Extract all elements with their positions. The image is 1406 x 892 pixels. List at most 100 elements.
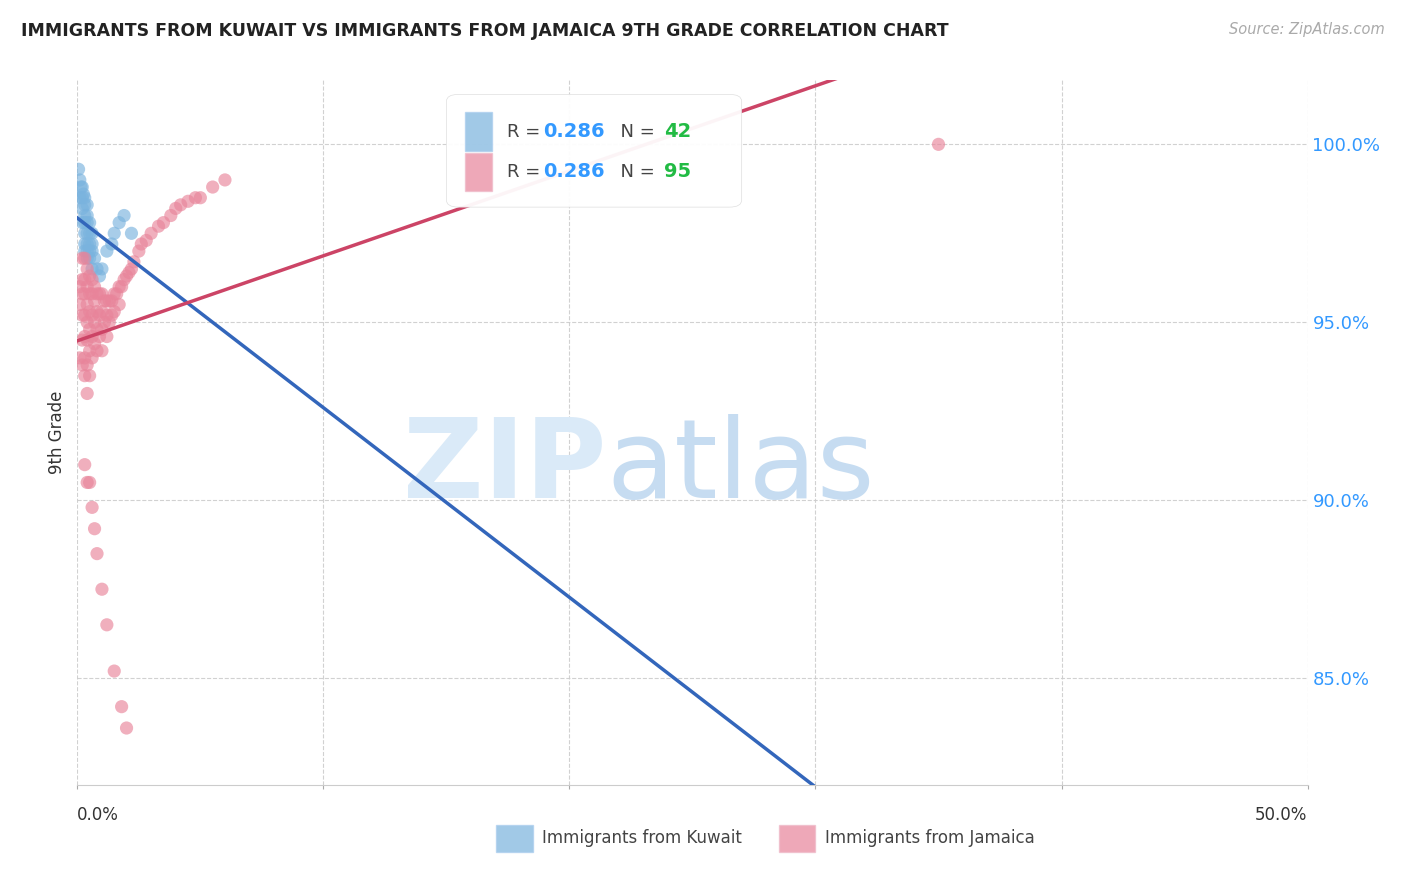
Point	[76, 251, 98, 265]
Point	[79, 368, 101, 383]
Point	[76, 216, 98, 230]
Point	[86, 547, 108, 561]
Point	[79, 304, 101, 318]
Point	[101, 237, 124, 252]
Point	[73, 329, 96, 343]
Point	[89, 329, 111, 343]
Point	[73, 209, 96, 223]
Text: atlas: atlas	[606, 415, 875, 521]
Point	[76, 198, 98, 212]
Point	[82, 261, 104, 276]
Point	[86, 343, 108, 358]
Text: 95: 95	[664, 162, 692, 181]
Point	[152, 216, 174, 230]
Point	[76, 279, 98, 293]
Point	[96, 244, 118, 259]
Bar	[496, 825, 533, 852]
Text: N =: N =	[609, 123, 661, 141]
Point	[98, 315, 121, 329]
Point	[214, 173, 236, 187]
Point	[93, 293, 115, 308]
Point	[79, 268, 101, 283]
Point	[101, 308, 124, 322]
Text: Source: ZipAtlas.com: Source: ZipAtlas.com	[1229, 22, 1385, 37]
Point	[70, 272, 93, 286]
Point	[73, 308, 96, 322]
Point	[70, 333, 93, 347]
Text: R =: R =	[506, 123, 546, 141]
Point	[70, 308, 93, 322]
Point	[96, 617, 118, 632]
Point	[82, 286, 104, 301]
Point	[79, 286, 101, 301]
Point	[170, 198, 193, 212]
Text: R =: R =	[506, 163, 546, 181]
Point	[188, 191, 212, 205]
Point	[83, 522, 105, 536]
Point	[70, 358, 93, 372]
Point	[112, 209, 135, 223]
Point	[69, 297, 91, 311]
Point	[73, 237, 96, 252]
Point	[73, 251, 96, 265]
Point	[76, 244, 98, 259]
Bar	[465, 153, 492, 191]
Point	[79, 227, 101, 241]
Point	[108, 216, 131, 230]
Point	[177, 194, 200, 209]
Point	[79, 216, 101, 230]
Bar	[779, 825, 815, 852]
Point	[86, 261, 108, 276]
Point	[160, 209, 183, 223]
Point	[70, 202, 93, 216]
Point	[103, 304, 125, 318]
Point	[76, 209, 98, 223]
Point	[73, 198, 96, 212]
Text: Immigrants from Jamaica: Immigrants from Jamaica	[825, 829, 1035, 847]
Point	[76, 227, 98, 241]
Point	[79, 237, 101, 252]
Point	[69, 191, 91, 205]
Point	[96, 329, 118, 343]
Point	[73, 368, 96, 383]
Point	[90, 582, 114, 597]
Point	[83, 251, 105, 265]
Point	[201, 180, 224, 194]
Bar	[465, 112, 492, 151]
Point	[73, 351, 96, 365]
Point	[79, 475, 101, 490]
Point	[86, 286, 108, 301]
Text: 0.0%: 0.0%	[77, 806, 120, 824]
Point	[111, 699, 132, 714]
Point	[129, 237, 153, 252]
Point	[76, 261, 98, 276]
Point	[184, 191, 207, 205]
Point	[103, 227, 125, 241]
Point	[76, 315, 98, 329]
Point	[70, 180, 93, 194]
Point	[90, 343, 114, 358]
Point	[90, 261, 114, 276]
Point	[79, 251, 101, 265]
Point	[96, 293, 118, 308]
Point	[90, 304, 114, 318]
Point	[76, 333, 98, 347]
Point	[90, 322, 114, 336]
Point	[69, 279, 91, 293]
Point	[165, 202, 187, 216]
Point	[82, 329, 104, 343]
Point	[928, 137, 950, 152]
FancyBboxPatch shape	[447, 95, 742, 207]
Point	[76, 475, 98, 490]
Point	[86, 322, 108, 336]
Text: 42: 42	[664, 122, 692, 141]
Point	[121, 261, 143, 276]
Point	[70, 251, 93, 265]
Point	[103, 286, 125, 301]
Point	[101, 293, 124, 308]
Y-axis label: 9th Grade: 9th Grade	[48, 391, 66, 475]
Point	[70, 216, 93, 230]
Point	[82, 351, 104, 365]
Point	[89, 286, 111, 301]
Point	[115, 268, 138, 283]
